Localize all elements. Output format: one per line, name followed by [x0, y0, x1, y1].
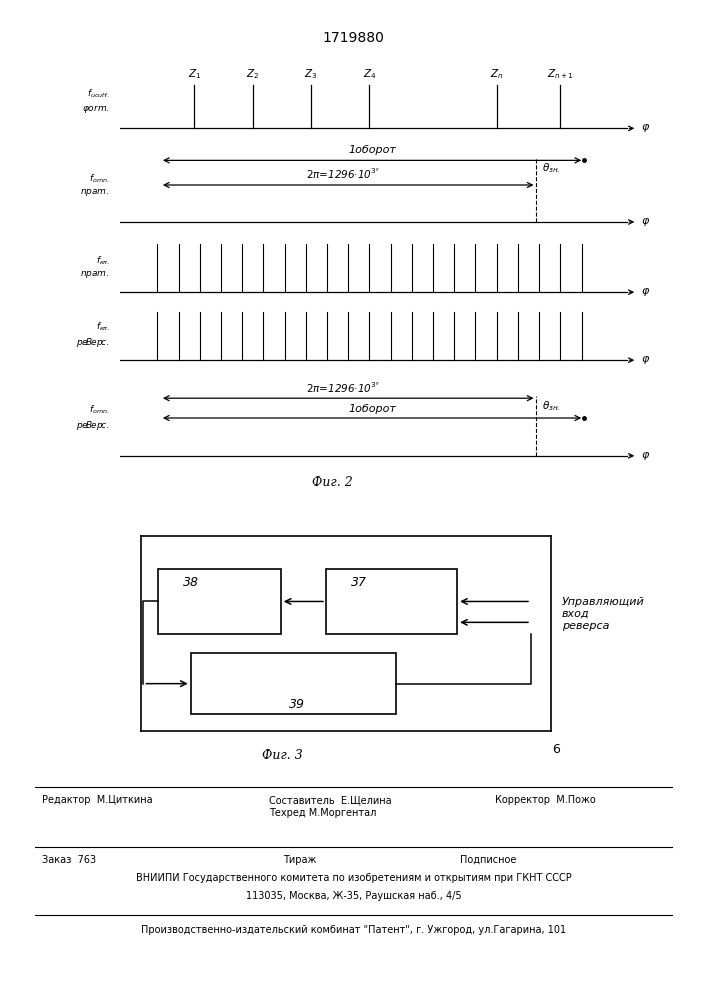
Text: $Z_n$: $Z_n$	[490, 67, 503, 81]
Text: $\varphi$: $\varphi$	[641, 450, 650, 462]
Text: $Z_2$: $Z_2$	[246, 67, 259, 81]
Text: $\varphi$: $\varphi$	[641, 216, 650, 228]
Bar	[191, 653, 396, 714]
Text: ВНИИПИ Государственного комитета по изобретениям и открытиям при ГКНТ СССР: ВНИИПИ Государственного комитета по изоб…	[136, 873, 571, 883]
Text: $f_{\mathit{\kappa\pi.}}$
$\mathit{npam.}$: $f_{\mathit{\kappa\pi.}}$ $\mathit{npam.…	[80, 254, 110, 280]
Text: 38: 38	[182, 576, 199, 589]
Text: Фиг. 3: Фиг. 3	[262, 749, 303, 762]
Text: Редактор  М.Циткина: Редактор М.Циткина	[42, 795, 153, 805]
Text: $\varphi$: $\varphi$	[641, 286, 650, 298]
Text: 6: 6	[551, 743, 560, 756]
Text: Производственно-издательский комбинат "Патент", г. Ужгород, ул.Гагарина, 101: Производственно-издательский комбинат "П…	[141, 925, 566, 935]
Text: Корректор  М.Пожо: Корректор М.Пожо	[495, 795, 596, 805]
Text: $f_{\mathit{omn.}}$
$\mathit{npam.}$: $f_{\mathit{omn.}}$ $\mathit{npam.}$	[80, 172, 110, 198]
Text: $Z_4$: $Z_4$	[363, 67, 376, 81]
Text: Составитель  Е.Щелина
Техред М.Моргентал: Составитель Е.Щелина Техред М.Моргентал	[269, 795, 391, 818]
Text: $f_{\mathit{ucuH.}}$
$\mathit{\varphi orm.}$: $f_{\mathit{ucuH.}}$ $\mathit{\varphi or…	[82, 88, 110, 115]
Text: Фиг. 2: Фиг. 2	[312, 476, 353, 489]
Text: $\theta_{\mathit{зн.}}$: $\theta_{\mathit{зн.}}$	[542, 161, 560, 175]
Text: 1719880: 1719880	[322, 31, 385, 45]
Text: 1оборот: 1оборот	[348, 145, 396, 155]
Text: 37: 37	[351, 576, 367, 589]
Text: Тираж: Тираж	[283, 855, 316, 865]
Text: 39: 39	[289, 698, 305, 712]
Text: Управляющий
вход
реверса: Управляющий вход реверса	[562, 597, 645, 631]
Text: $f_{\mathit{omn.}}$
$\mathit{pe\!B\!ep\!c.}$: $f_{\mathit{omn.}}$ $\mathit{pe\!B\!ep\!…	[76, 404, 110, 432]
Text: Заказ  763: Заказ 763	[42, 855, 97, 865]
Text: Подписное: Подписное	[460, 855, 516, 865]
Text: $f_{\mathit{\kappa\pi.}}$
$\mathit{pe\!B\!ep\!c.}$: $f_{\mathit{\kappa\pi.}}$ $\mathit{pe\!B…	[76, 321, 110, 349]
Text: 1оборот: 1оборот	[348, 404, 396, 414]
Text: $\theta_{\mathit{зн.}}$: $\theta_{\mathit{зн.}}$	[542, 399, 560, 413]
Text: $Z_1$: $Z_1$	[188, 67, 201, 81]
Text: $\varphi$: $\varphi$	[641, 122, 650, 134]
Text: $2\pi$=1296·10$^{3^{\prime\prime}}$: $2\pi$=1296·10$^{3^{\prime\prime}}$	[306, 167, 380, 181]
Text: 113035, Москва, Ж-35, Раушская наб., 4/5: 113035, Москва, Ж-35, Раушская наб., 4/5	[246, 891, 461, 901]
Text: $Z_3$: $Z_3$	[305, 67, 317, 81]
Text: $2\pi$=1296·10$^{3^{\prime\prime}}$: $2\pi$=1296·10$^{3^{\prime\prime}}$	[306, 380, 380, 395]
Text: $\varphi$: $\varphi$	[641, 354, 650, 366]
Bar	[326, 569, 457, 634]
Bar	[158, 569, 281, 634]
Text: $Z_{n+1}$: $Z_{n+1}$	[547, 67, 573, 81]
